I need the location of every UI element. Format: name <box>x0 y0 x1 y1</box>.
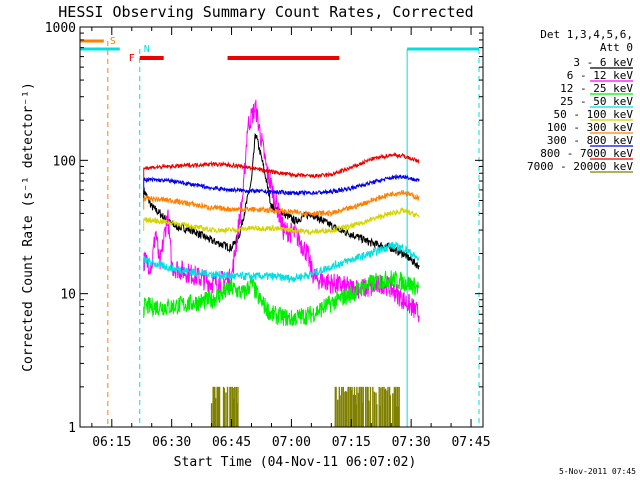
y-tick-label: 100 <box>53 154 76 169</box>
saa-label: S <box>110 36 116 47</box>
y-tick-label: 1 <box>68 421 76 436</box>
legend-label-0: 3 - 6 keV <box>573 56 633 69</box>
x-axis: 06:15 06:30 06:45 07:00 07:15 07:30 07:45 <box>91 27 491 450</box>
night-label: N <box>144 44 150 55</box>
x-tick-label: 07:30 <box>392 435 431 450</box>
series-line-5 <box>143 189 420 218</box>
x-axis-label: Start Time (04-Nov-11 06:07:02) <box>174 455 417 470</box>
legend-header-line2: Att 0 <box>600 41 633 54</box>
legend-label-4: 50 - 100 keV <box>554 108 634 121</box>
series-line-6 <box>143 173 420 197</box>
legend-label-8: 7000 - 20000 keV <box>527 160 633 173</box>
legend-header-line1: Det 1,3,4,5,6, <box>540 28 633 41</box>
series-line-2 <box>143 270 420 326</box>
x-tick-label: 06:45 <box>212 435 251 450</box>
legend-label-3: 25 - 50 keV <box>560 95 633 108</box>
x-tick-label: 06:15 <box>92 435 131 450</box>
y-tick-label: 1000 <box>45 21 76 36</box>
flare-label: F <box>129 53 135 64</box>
y-axis-label: Corrected Count Rate (s⁻¹ detector⁻¹) <box>21 82 36 372</box>
legend-label-1: 6 - 12 keV <box>567 69 634 82</box>
x-tick-label: 07:45 <box>451 435 490 450</box>
y-tick-label: 10 <box>60 288 76 303</box>
x-tick-label: 07:15 <box>332 435 371 450</box>
legend-label-2: 12 - 25 keV <box>560 82 633 95</box>
series-line-3 <box>143 241 420 284</box>
plot-area: S NF <box>80 36 480 427</box>
legend-label-7: 800 - 7000 keV <box>540 147 633 160</box>
plot-frame <box>79 26 484 428</box>
series-line-4 <box>143 207 420 236</box>
series-line-7 <box>143 151 420 179</box>
date-stamp: 5-Nov-2011 07:45 <box>559 467 636 476</box>
chart-title: HESSI Observing Summary Count Rates, Cor… <box>58 3 473 21</box>
x-tick-label: 07:00 <box>272 435 311 450</box>
legend-label-6: 300 - 800 keV <box>547 134 633 147</box>
y-axis: 1 10 100 1000 <box>45 21 483 436</box>
legend-label-5: 100 - 300 keV <box>547 121 633 134</box>
x-tick-label: 06:30 <box>152 435 191 450</box>
